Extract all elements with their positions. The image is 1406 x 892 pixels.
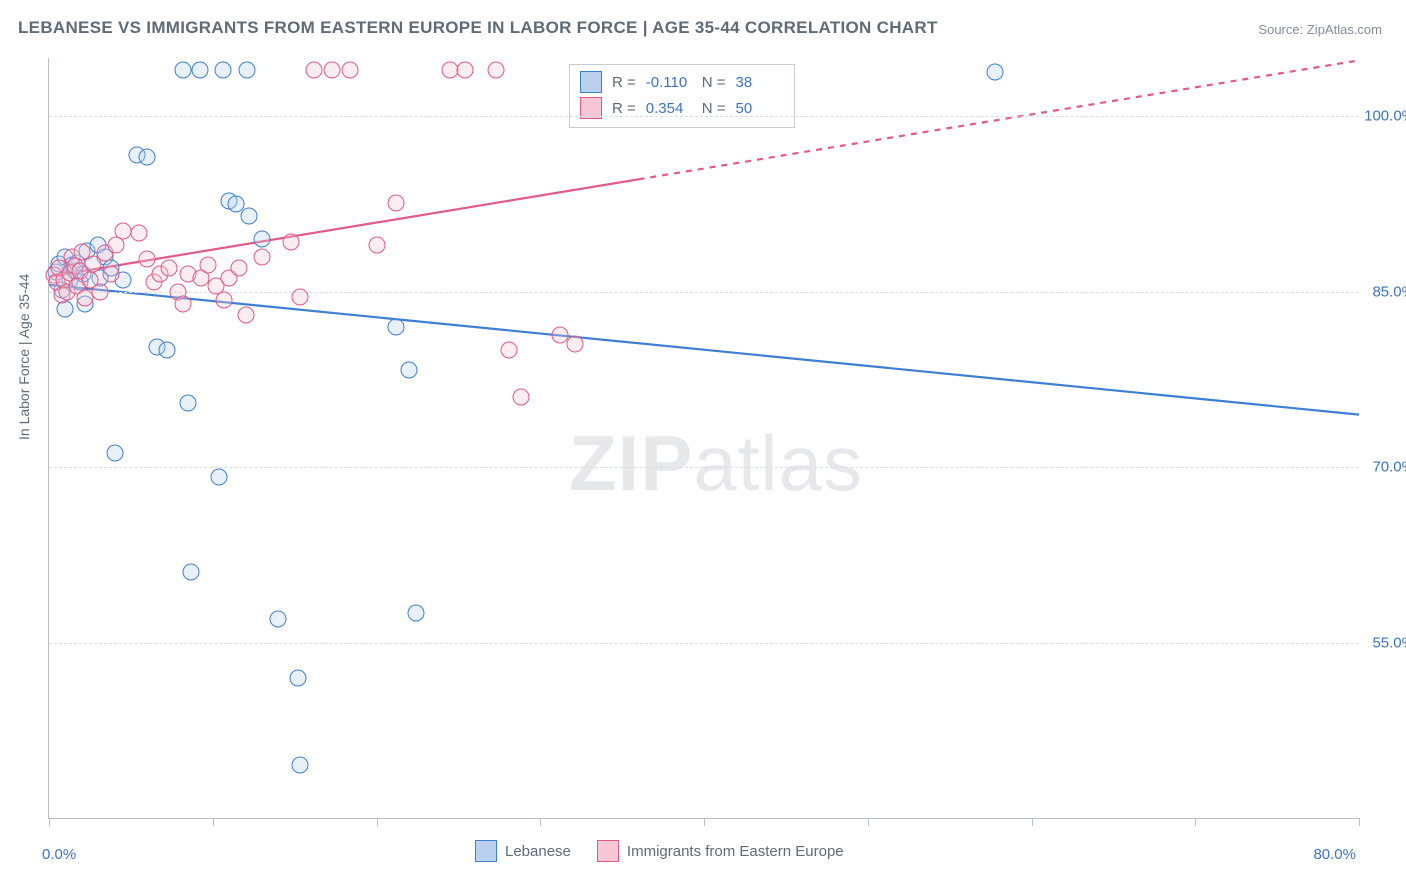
y-gridline	[49, 467, 1359, 468]
stats-box: R = -0.110 N = 38 R = 0.354 N = 50	[569, 64, 795, 128]
y-gridline-label: 85.0%	[1372, 283, 1406, 300]
y-gridline-label: 100.0%	[1364, 108, 1406, 125]
legend-item: Immigrants from Eastern Europe	[597, 840, 844, 862]
n-value: 38	[736, 74, 782, 91]
n-label: N =	[702, 74, 726, 91]
data-point	[388, 194, 405, 211]
trend-line	[49, 285, 1359, 415]
data-point	[283, 233, 300, 250]
chart-title: LEBANESE VS IMMIGRANTS FROM EASTERN EURO…	[18, 18, 938, 38]
data-point	[139, 149, 156, 166]
data-point	[289, 669, 306, 686]
y-gridline	[49, 116, 1359, 117]
data-point	[199, 256, 216, 273]
data-point	[253, 231, 270, 248]
legend: Lebanese Immigrants from Eastern Europe	[475, 840, 844, 862]
data-point	[566, 336, 583, 353]
data-point	[488, 61, 505, 78]
watermark-thin: atlas	[693, 419, 863, 507]
data-point	[291, 757, 308, 774]
y-axis-title: In Labor Force | Age 35-44	[16, 274, 32, 440]
data-point	[291, 288, 308, 305]
y-gridline-label: 70.0%	[1372, 459, 1406, 476]
legend-swatch-icon	[597, 840, 619, 862]
data-point	[987, 64, 1004, 81]
data-point	[230, 260, 247, 277]
data-point	[324, 61, 341, 78]
watermark: ZIPatlas	[569, 418, 863, 509]
x-tick	[1359, 818, 1360, 826]
legend-item: Lebanese	[475, 840, 571, 862]
data-point	[401, 362, 418, 379]
data-point	[456, 61, 473, 78]
data-point	[237, 307, 254, 324]
data-point	[368, 237, 385, 254]
data-point	[240, 207, 257, 224]
x-tick	[377, 818, 378, 826]
x-tick	[1195, 818, 1196, 826]
source-value: ZipAtlas.com	[1307, 22, 1382, 37]
legend-swatch-icon	[475, 840, 497, 862]
y-gridline	[49, 643, 1359, 644]
watermark-bold: ZIP	[569, 419, 693, 507]
data-point	[158, 342, 175, 359]
data-point	[106, 445, 123, 462]
data-point	[175, 295, 192, 312]
data-point	[342, 61, 359, 78]
legend-label: Lebanese	[505, 843, 571, 860]
data-point	[180, 394, 197, 411]
x-axis-min-label: 0.0%	[42, 846, 76, 863]
data-point	[183, 564, 200, 581]
data-point	[139, 251, 156, 268]
n-label: N =	[702, 100, 726, 117]
plot-area: ZIPatlas R =-0.110N =38R =0.354N =50 100…	[48, 58, 1359, 819]
data-point	[216, 292, 233, 309]
data-point	[191, 61, 208, 78]
data-point	[175, 61, 192, 78]
r-value: 0.354	[646, 100, 692, 117]
x-tick	[213, 818, 214, 826]
data-point	[512, 389, 529, 406]
r-value: -0.110	[646, 74, 692, 91]
data-point	[160, 260, 177, 277]
y-gridline-label: 55.0%	[1372, 634, 1406, 651]
data-point	[214, 61, 231, 78]
r-label: R =	[612, 74, 636, 91]
data-point	[388, 318, 405, 335]
x-axis-max-label: 80.0%	[1313, 846, 1356, 863]
x-tick	[49, 818, 50, 826]
stats-row: R = -0.110 N = 38	[580, 69, 782, 95]
data-point	[306, 61, 323, 78]
data-point	[91, 283, 108, 300]
data-point	[239, 61, 256, 78]
x-tick	[704, 818, 705, 826]
data-point	[103, 266, 120, 283]
x-tick	[540, 818, 541, 826]
legend-label: Immigrants from Eastern Europe	[627, 843, 844, 860]
x-tick	[1032, 818, 1033, 826]
data-point	[253, 248, 270, 265]
data-point	[211, 468, 228, 485]
r-label: R =	[612, 100, 636, 117]
data-point	[407, 605, 424, 622]
y-gridline	[49, 292, 1359, 293]
source-label: Source: ZipAtlas.com	[1258, 22, 1382, 37]
data-point	[270, 611, 287, 628]
data-point	[114, 223, 131, 240]
data-point	[131, 225, 148, 242]
x-tick	[868, 818, 869, 826]
series-swatch-icon	[580, 71, 602, 93]
data-point	[501, 342, 518, 359]
trend-lines	[49, 58, 1359, 818]
n-value: 50	[736, 100, 782, 117]
source-prefix: Source:	[1258, 22, 1303, 37]
